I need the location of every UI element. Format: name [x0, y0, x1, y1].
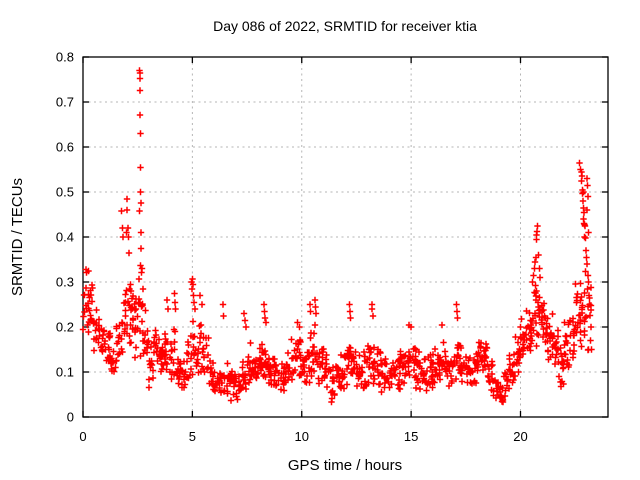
x-tick-label: 0 [79, 429, 86, 444]
x-tick-label: 15 [404, 429, 418, 444]
scatter-points [79, 67, 595, 406]
y-tick-label: 0.5 [56, 185, 74, 200]
y-tick-label: 0.8 [56, 50, 74, 65]
x-tick-label: 20 [513, 429, 527, 444]
chart-title: Day 086 of 2022, SRMTID for receiver kti… [213, 18, 477, 34]
y-tick-label: 0.1 [56, 365, 74, 380]
y-tick-label: 0.7 [56, 95, 74, 110]
x-tick-label: 10 [295, 429, 309, 444]
x-tick-label: 5 [189, 429, 196, 444]
y-tick-label: 0.4 [56, 230, 74, 245]
y-tick-label: 0.6 [56, 140, 74, 155]
tick-labels: 0 5 10 15 20 0 0.1 0.2 0.3 0.4 0.5 0.6 0.7 0.8 [56, 50, 528, 445]
y-tick-label: 0 [67, 410, 74, 425]
x-axis-label: GPS time / hours [288, 457, 402, 474]
y-tick-label: 0.2 [56, 320, 74, 335]
axes [82, 56, 609, 418]
y-tick-label: 0.3 [56, 275, 74, 290]
y-axis-label: SRMTID / TECUs [9, 178, 26, 296]
data-point-markers [79, 67, 595, 406]
